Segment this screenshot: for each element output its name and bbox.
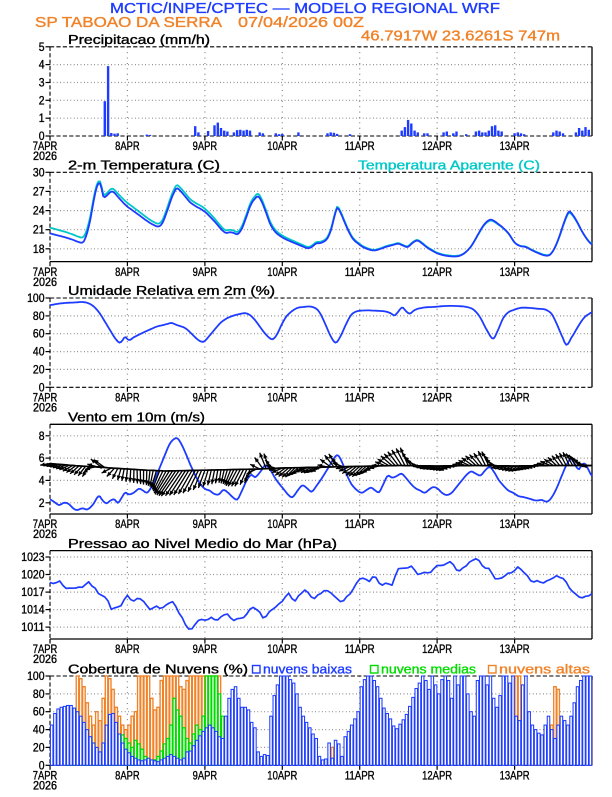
svg-text:3: 3 <box>39 78 45 90</box>
svg-text:2026: 2026 <box>33 151 57 163</box>
svg-text:SP TABOAO DA SERRA: SP TABOAO DA SERRA <box>35 15 222 31</box>
svg-text:27: 27 <box>33 186 45 198</box>
svg-text:9APR: 9APR <box>193 393 218 405</box>
svg-text:46.7917W 23.6261S 747m: 46.7917W 23.6261S 747m <box>361 29 560 45</box>
svg-text:100: 100 <box>27 293 44 305</box>
svg-text:9APR: 9APR <box>193 771 218 783</box>
svg-text:2026: 2026 <box>33 403 57 415</box>
svg-text:12APR: 12APR <box>422 644 452 656</box>
svg-text:2-m Temperatura (C): 2-m Temperatura (C) <box>68 159 220 173</box>
svg-text:Precipitacao (mm/h): Precipitacao (mm/h) <box>68 33 210 47</box>
svg-text:10APR: 10APR <box>267 393 297 405</box>
svg-text:80: 80 <box>33 311 45 323</box>
svg-text:2026: 2026 <box>33 529 57 541</box>
svg-text:12APR: 12APR <box>422 393 452 405</box>
svg-text:4: 4 <box>39 475 45 487</box>
svg-text:10APR: 10APR <box>267 519 297 531</box>
svg-text:Pressao ao Nivel Medio do Mar: Pressao ao Nivel Medio do Mar (hPa) <box>68 537 337 551</box>
svg-text:21: 21 <box>33 225 45 237</box>
svg-text:1011: 1011 <box>21 622 44 634</box>
svg-text:8APR: 8APR <box>115 141 140 153</box>
svg-text:10APR: 10APR <box>267 141 297 153</box>
svg-text:80: 80 <box>33 689 45 701</box>
svg-text:Umidade Relativa em 2m (%): Umidade Relativa em 2m (%) <box>68 284 275 298</box>
svg-text:8APR: 8APR <box>115 393 140 405</box>
svg-text:20: 20 <box>33 364 45 376</box>
svg-text:13APR: 13APR <box>500 519 530 531</box>
svg-text:1023: 1023 <box>21 552 44 564</box>
svg-text:9APR: 9APR <box>193 644 218 656</box>
svg-text:8APR: 8APR <box>115 771 140 783</box>
svg-text:Vento em 10m (m/s): Vento em 10m (m/s) <box>68 411 205 425</box>
svg-text:12APR: 12APR <box>422 519 452 531</box>
svg-text:07/04/2026 00Z: 07/04/2026 00Z <box>238 15 364 31</box>
svg-text:12APR: 12APR <box>422 267 452 279</box>
svg-text:13APR: 13APR <box>500 644 530 656</box>
svg-text:12APR: 12APR <box>422 771 452 783</box>
svg-text:30: 30 <box>33 167 45 179</box>
svg-text:1: 1 <box>39 113 45 125</box>
svg-text:nuvens altas: nuvens altas <box>499 662 590 676</box>
svg-text:60: 60 <box>33 707 45 719</box>
svg-text:13APR: 13APR <box>500 267 530 279</box>
svg-text:12APR: 12APR <box>422 141 452 153</box>
svg-text:5: 5 <box>39 42 45 54</box>
svg-text:8APR: 8APR <box>115 267 140 279</box>
svg-text:nuvens baixas: nuvens baixas <box>263 662 352 676</box>
svg-text:40: 40 <box>33 725 45 737</box>
svg-text:10APR: 10APR <box>267 644 297 656</box>
svg-text:1014: 1014 <box>21 605 45 617</box>
svg-text:18: 18 <box>33 244 45 256</box>
svg-text:11APR: 11APR <box>345 519 375 531</box>
svg-text:9APR: 9APR <box>193 141 218 153</box>
svg-text:13APR: 13APR <box>500 141 530 153</box>
svg-text:11APR: 11APR <box>345 267 375 279</box>
svg-text:11APR: 11APR <box>345 771 375 783</box>
svg-text:2: 2 <box>39 95 45 107</box>
svg-text:11APR: 11APR <box>345 393 375 405</box>
svg-text:Cobertura de Nuvens (%): Cobertura de Nuvens (%) <box>68 662 248 676</box>
svg-text:8APR: 8APR <box>115 519 140 531</box>
svg-text:1020: 1020 <box>21 570 44 582</box>
svg-text:2026: 2026 <box>33 277 57 289</box>
svg-text:11APR: 11APR <box>345 141 375 153</box>
svg-text:24: 24 <box>33 206 45 218</box>
svg-text:4: 4 <box>39 60 45 72</box>
svg-text:40: 40 <box>33 347 45 359</box>
svg-text:10APR: 10APR <box>267 267 297 279</box>
svg-text:Temperatura Aparente (C): Temperatura Aparente (C) <box>358 159 540 173</box>
svg-text:2026: 2026 <box>33 654 57 666</box>
svg-text:1017: 1017 <box>21 587 44 599</box>
svg-text:11APR: 11APR <box>345 644 375 656</box>
svg-text:60: 60 <box>33 329 45 341</box>
svg-text:20: 20 <box>33 742 45 754</box>
svg-text:nuvens medias: nuvens medias <box>381 662 476 676</box>
svg-text:9APR: 9APR <box>193 519 218 531</box>
svg-text:9APR: 9APR <box>193 267 218 279</box>
svg-text:8APR: 8APR <box>115 644 140 656</box>
svg-text:2026: 2026 <box>33 781 57 793</box>
svg-text:8: 8 <box>39 431 45 443</box>
svg-text:10APR: 10APR <box>267 771 297 783</box>
svg-text:13APR: 13APR <box>500 393 530 405</box>
svg-text:100: 100 <box>27 671 44 683</box>
svg-text:13APR: 13APR <box>500 771 530 783</box>
svg-text:2: 2 <box>39 498 45 510</box>
